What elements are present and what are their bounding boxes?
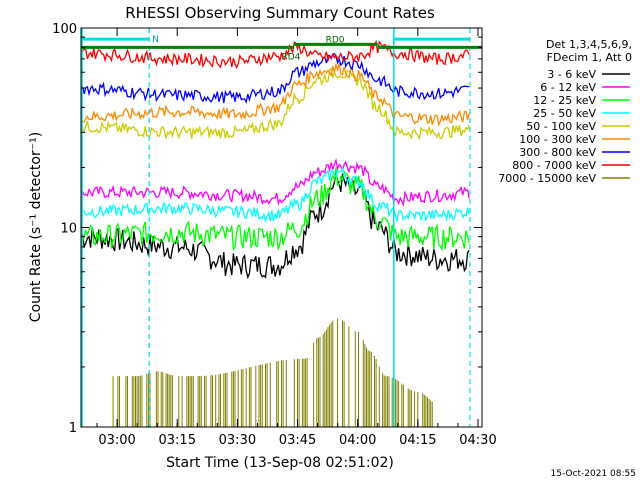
chart-title: RHESSI Observing Summary Count Rates	[125, 4, 435, 22]
legend-entry-label: 300 - 800 keV	[519, 146, 596, 159]
series-line	[80, 167, 470, 252]
y-tick-label: 100	[52, 22, 77, 37]
x-tick-label: 03:30	[219, 433, 256, 448]
decimation-label: RD0	[326, 35, 345, 45]
y-axis-label: Count Rate (s⁻¹ detector⁻¹)	[28, 132, 44, 322]
legend-entry-label: 800 - 7000 keV	[512, 159, 596, 172]
x-tick-label: 03:15	[159, 433, 196, 448]
legend-entry-label: 7000 - 15000 keV	[498, 172, 596, 185]
x-tick-label: 04:15	[399, 433, 436, 448]
x-axis: 03:00 03:15 03:30 03:45 04:00 04:15 04:30	[96, 28, 497, 448]
series-line	[80, 66, 470, 141]
night-label: N	[152, 35, 159, 45]
legend-header: FDecim 1, Att 0	[547, 51, 632, 64]
x-tick-label: 03:45	[279, 433, 316, 448]
y-axis: 1 10 100	[52, 22, 482, 436]
legend-entry-label: 12 - 25 keV	[533, 94, 596, 107]
x-tick-label: 04:30	[459, 433, 496, 448]
series-line	[80, 166, 470, 223]
x-tick-label: 04:00	[339, 433, 376, 448]
series-line	[80, 40, 470, 70]
plot-area	[80, 40, 470, 427]
timestamp: 15-Oct-2021 08:55	[551, 469, 636, 479]
legend-entry-label: 100 - 300 keV	[519, 133, 596, 146]
x-axis-label: Start Time (13-Sep-08 02:51:02)	[166, 455, 394, 471]
series-line	[80, 62, 470, 127]
series-line	[112, 318, 433, 427]
series-line	[80, 172, 470, 280]
legend: Det 1,3,4,5,6,9,FDecim 1, Att 0 3 - 6 keV…	[498, 38, 632, 185]
legend-entry-label: 25 - 50 keV	[533, 107, 596, 120]
flag-label: RD4	[282, 52, 301, 62]
y-tick-label: 10	[60, 222, 77, 237]
legend-entry-label: 50 - 100 keV	[526, 120, 596, 133]
series-line	[80, 158, 470, 207]
x-tick-label: 03:00	[98, 433, 135, 448]
legend-header: Det 1,3,4,5,6,9,	[546, 38, 632, 51]
legend-entry-label: 3 - 6 keV	[547, 68, 596, 81]
legend-entry-label: 6 - 12 keV	[540, 81, 596, 94]
series-line	[80, 52, 470, 105]
y-tick-label: 1	[69, 421, 77, 436]
